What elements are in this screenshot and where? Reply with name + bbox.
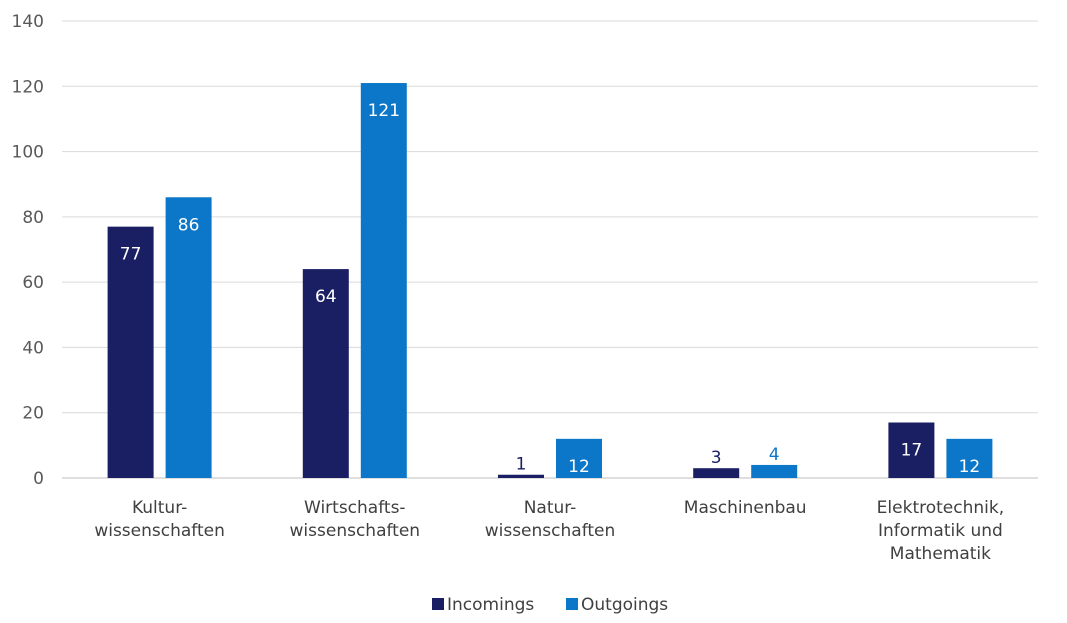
- bar-outgoings: [165, 197, 212, 478]
- data-label: 64: [315, 287, 337, 307]
- y-axis: 0 20 40 60 80 100 120 140: [12, 12, 44, 489]
- legend-label-incomings: Incomings: [447, 595, 534, 615]
- bar-outgoings: [751, 464, 798, 478]
- legend-label-outgoings: Outgoings: [581, 595, 668, 615]
- y-tick-label: 20: [22, 404, 44, 424]
- x-tick-label: Wirtschafts-wissenschaften: [290, 498, 421, 541]
- legend-swatch-outgoings: [566, 598, 578, 610]
- y-tick-label: 80: [22, 208, 44, 228]
- data-label: 86: [178, 215, 200, 235]
- y-tick-label: 60: [22, 273, 44, 293]
- bar-incomings: [302, 269, 349, 478]
- x-tick-label: Kultur-wissenschaften: [94, 498, 225, 541]
- legend-swatch-incomings: [432, 598, 444, 610]
- legend: Incomings Outgoings: [432, 595, 668, 615]
- y-tick-label: 120: [12, 77, 44, 97]
- x-tick-label: Natur-wissenschaften: [485, 498, 616, 541]
- x-tick-label: Elektrotechnik, Informatik und Mathematik: [877, 498, 1004, 564]
- y-tick-label: 0: [33, 469, 44, 489]
- bar-incomings: [107, 226, 154, 478]
- data-label: 121: [368, 101, 400, 121]
- y-tick-label: 40: [22, 338, 44, 358]
- bar-outgoings: [556, 438, 602, 478]
- data-label: 4: [769, 445, 780, 465]
- y-tick-label: 100: [12, 143, 44, 163]
- bar-incomings: [888, 422, 935, 478]
- bars: [107, 83, 993, 479]
- data-labels: 77 86 64 121 1 12 3 4 17 12: [120, 101, 980, 477]
- x-tick-label: Maschinenbau: [684, 498, 807, 518]
- bar-incomings: [498, 474, 544, 478]
- x-axis: Kultur-wissenschaften Wirtschafts-wissens…: [94, 498, 1004, 564]
- data-label: 12: [959, 457, 981, 477]
- bar-incomings: [693, 468, 740, 478]
- data-label: 17: [901, 441, 923, 461]
- bar-outgoings: [360, 83, 407, 479]
- y-tick-label: 140: [12, 12, 44, 32]
- data-label: 77: [120, 245, 142, 265]
- gridlines: [62, 20, 1038, 479]
- data-label: 1: [516, 455, 527, 475]
- data-label: 12: [568, 457, 590, 477]
- data-label: 3: [711, 448, 722, 468]
- bar-outgoings: [946, 438, 993, 478]
